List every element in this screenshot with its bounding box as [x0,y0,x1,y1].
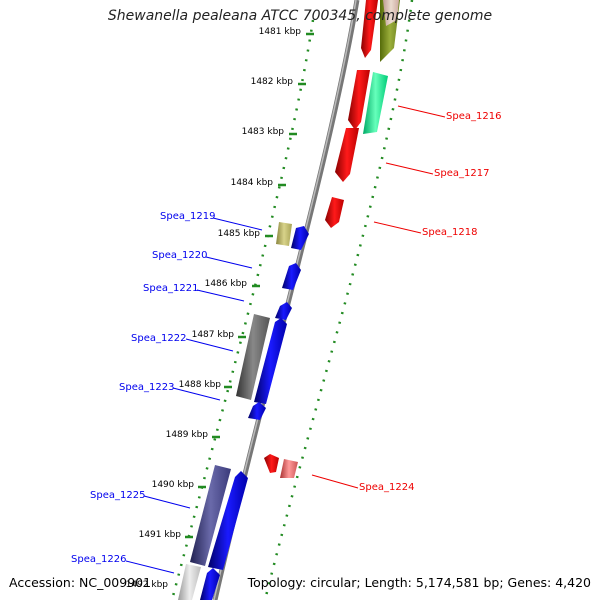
gene-feature[interactable] [236,314,270,400]
gene-feature[interactable] [325,197,344,228]
tick-label-1483: 1483 kbp [242,127,285,137]
gene-feature[interactable] [248,402,266,420]
tick-label-1487: 1487 kbp [192,330,235,340]
scale-ticks: 1481 kbp 1482 kbp 1483 kbp 1484 kbp 1485… [126,27,314,590]
tick-label-1484: 1484 kbp [231,178,274,188]
reverse-strand-genes [264,0,400,478]
gene-label-spea-1223[interactable]: Spea_1223 [119,382,174,393]
gene-feature[interactable] [361,0,378,58]
tick-label-1481: 1481 kbp [259,27,302,37]
forward-strand-genes [178,222,309,600]
tick-label-1485: 1485 kbp [218,229,261,239]
gene-label-spea-1216[interactable]: Spea_1216 [446,111,501,122]
gene-label-spea-1219[interactable]: Spea_1219 [160,211,215,222]
accession-text: Accession: NC_009901 [9,575,152,590]
gene-label-spea-1222[interactable]: Spea_1222 [131,333,186,344]
genome-summary-text: Topology: circular; Length: 5,174,581 bp… [247,575,591,590]
tick-label-1482: 1482 kbp [251,77,294,87]
tick-label-1486: 1486 kbp [205,279,248,289]
gene-feature[interactable] [348,70,370,130]
gene-label-spea-1221[interactable]: Spea_1221 [143,283,198,294]
gene-label-spea-1220[interactable]: Spea_1220 [152,250,207,261]
gene-feature[interactable] [208,471,248,570]
gene-feature[interactable] [275,302,292,320]
gene-feature[interactable] [363,72,388,134]
gene-feature[interactable] [291,226,309,250]
gene-feature[interactable] [335,128,359,182]
gene-feature[interactable] [254,318,287,404]
tick-label-1492: 1492 kbp [126,580,169,590]
tick-label-1488: 1488 kbp [179,380,222,390]
tick-label-1489: 1489 kbp [166,430,209,440]
inner-track [170,19,315,601]
gene-label-spea-1218[interactable]: Spea_1218 [422,227,477,238]
gene-feature[interactable] [276,222,292,246]
tick-label-1490: 1490 kbp [152,480,195,490]
gene-labels: Spea_1219 Spea_1220 Spea_1221 Spea_1222 … [71,111,501,565]
gene-feature[interactable] [383,0,399,26]
gene-label-spea-1217[interactable]: Spea_1217 [434,168,489,179]
gene-feature[interactable] [264,454,279,473]
gene-label-spea-1224[interactable]: Spea_1224 [359,482,414,493]
gene-feature[interactable] [190,465,231,566]
gene-label-spea-1225[interactable]: Spea_1225 [90,490,145,501]
gene-feature[interactable] [178,564,201,600]
gene-label-spea-1226[interactable]: Spea_1226 [71,554,126,565]
gene-feature[interactable] [200,568,220,600]
label-leaders [125,105,446,574]
gene-feature[interactable] [280,459,298,478]
gene-feature[interactable] [282,263,301,290]
map-title: Shewanella pealeana ATCC 700345, complet… [107,8,493,24]
tick-label-1491: 1491 kbp [139,530,182,540]
